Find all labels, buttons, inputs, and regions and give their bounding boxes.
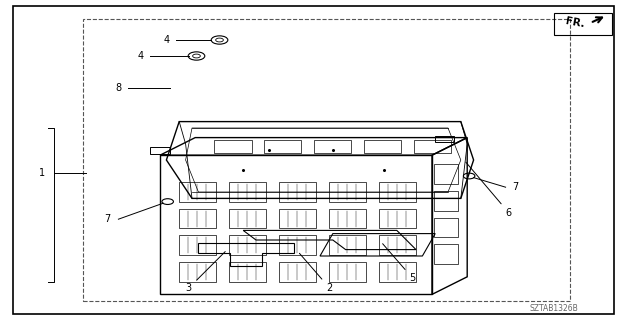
Bar <box>279 209 316 228</box>
Bar <box>229 235 266 255</box>
Bar <box>279 182 316 202</box>
Bar <box>329 262 366 282</box>
Text: 1: 1 <box>38 168 45 178</box>
Bar <box>279 235 316 255</box>
Bar <box>329 235 366 255</box>
Text: 4: 4 <box>163 35 170 45</box>
Text: FR.: FR. <box>564 16 585 29</box>
Bar <box>279 262 316 282</box>
Bar <box>379 209 416 228</box>
Bar <box>329 209 366 228</box>
Bar <box>434 244 458 264</box>
Bar <box>214 140 252 153</box>
Bar <box>179 182 216 202</box>
Bar <box>179 235 216 255</box>
Bar <box>434 191 458 211</box>
Bar <box>435 136 454 142</box>
Bar <box>329 182 366 202</box>
Bar <box>179 262 216 282</box>
Bar <box>229 262 266 282</box>
Bar <box>179 209 216 228</box>
Text: 6: 6 <box>466 162 512 218</box>
Bar <box>414 140 451 153</box>
Bar <box>434 218 458 237</box>
Bar <box>364 140 401 153</box>
Bar <box>379 235 416 255</box>
Bar <box>379 182 416 202</box>
Bar <box>554 13 612 35</box>
Bar <box>229 209 266 228</box>
Bar <box>379 262 416 282</box>
Text: 3: 3 <box>186 252 225 293</box>
Bar <box>150 147 170 154</box>
Bar <box>83 19 570 301</box>
Bar <box>264 140 301 153</box>
Text: 2: 2 <box>300 253 333 293</box>
Text: SZTAB1326B: SZTAB1326B <box>529 304 578 313</box>
Text: 7: 7 <box>512 182 518 192</box>
Text: 5: 5 <box>383 244 416 284</box>
Text: 7: 7 <box>104 214 111 224</box>
Bar <box>434 164 458 184</box>
Bar <box>229 182 266 202</box>
Text: 4: 4 <box>138 51 144 61</box>
Text: 8: 8 <box>115 83 122 93</box>
Bar <box>314 140 351 153</box>
